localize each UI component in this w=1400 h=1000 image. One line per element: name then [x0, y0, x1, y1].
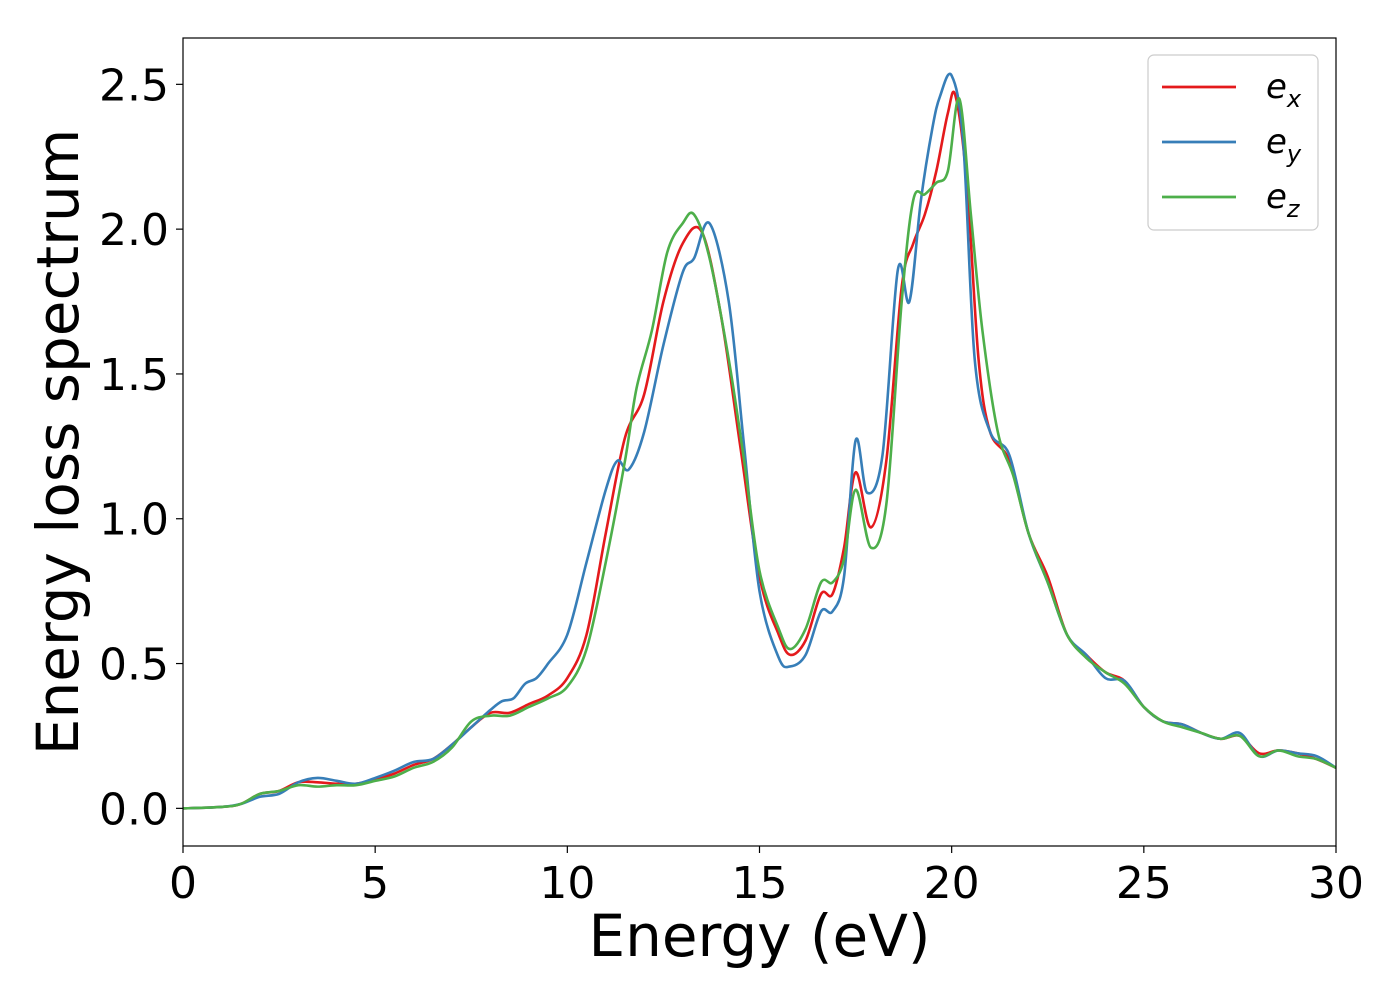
- legend-label-subscript: y: [1286, 140, 1302, 168]
- x-tick-label: 0: [169, 858, 197, 909]
- y-tick-label: 1.5: [99, 350, 169, 401]
- legend-label-base: e: [1266, 67, 1287, 107]
- y-tick-label: 2.5: [99, 60, 169, 111]
- x-tick-label: 10: [539, 858, 595, 909]
- x-tick-label: 5: [361, 858, 389, 909]
- series-line-y: [183, 72, 1336, 810]
- legend-label-subscript: x: [1286, 85, 1302, 113]
- y-axis-title: Energy loss spectrum: [24, 129, 92, 755]
- legend-label-x: ex: [1266, 67, 1302, 113]
- y-tick-label: 0.0: [99, 784, 169, 835]
- y-axis-ticks: 0.0 0.5 1.0 1.5 2.0 2.5: [99, 60, 183, 835]
- series-line-z: [183, 97, 1336, 810]
- y-tick-label: 0.5: [99, 640, 169, 691]
- x-tick-label: 25: [1116, 858, 1172, 909]
- x-tick-label: 15: [732, 858, 788, 909]
- y-tick-label: 1.0: [99, 495, 169, 546]
- x-tick-label: 30: [1308, 858, 1364, 909]
- legend-label-y: ey: [1266, 122, 1302, 168]
- legend-label-base: e: [1266, 122, 1287, 162]
- legend-label-z: ez: [1266, 177, 1301, 223]
- y-tick-label: 2.0: [99, 205, 169, 256]
- series-line-x: [183, 90, 1336, 810]
- plot-lines: [183, 72, 1336, 810]
- x-axis-ticks: 0 5 10 15 20 25 30: [169, 846, 1364, 909]
- x-axis-title: Energy (eV): [588, 902, 930, 970]
- x-tick-label: 20: [924, 858, 980, 909]
- legend-label-subscript: z: [1286, 195, 1301, 223]
- legend-label-base: e: [1266, 177, 1287, 217]
